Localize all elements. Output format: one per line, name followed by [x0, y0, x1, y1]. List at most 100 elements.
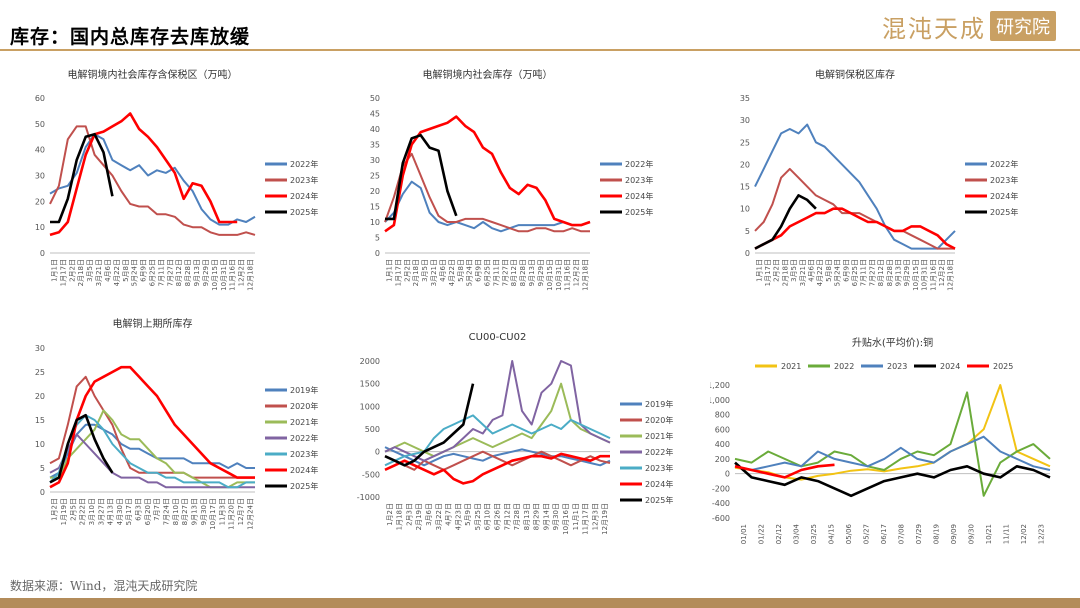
- x-tick-label: 9月13日: [190, 498, 198, 525]
- chart-panel-4: 电解铜上期所库存 0 5 10 15 20 25 30 1月2日 1月19日 2月5日 2月22日 3月…: [0, 312, 350, 572]
- x-tick-label: 4月30日: [116, 498, 124, 525]
- y-tick-label: 0: [40, 249, 45, 258]
- x-tick-label: 4月6日: [439, 259, 447, 282]
- chart-panel-5: CU00-CU02 -1000 -500 0 500 1000 1500 2000 1月2日 1月…: [355, 325, 710, 577]
- y-tick-label: 25: [370, 172, 380, 181]
- legend-label: 2022年: [990, 159, 1018, 169]
- x-tick-label: 3月21日: [95, 259, 103, 286]
- x-tick-label: 8月12日: [175, 259, 183, 286]
- legend-label: 2024年: [625, 191, 653, 201]
- x-tick-label: 9月29日: [202, 259, 210, 286]
- x-tick-label: 6月9日: [140, 259, 148, 282]
- y-tick-label: 10: [370, 218, 380, 227]
- x-tick-label: 8月28日: [519, 259, 527, 286]
- y-tick-label: 0: [745, 249, 750, 258]
- x-tick-label: 4月23日: [454, 503, 462, 530]
- y-tick-label: 20: [740, 160, 750, 169]
- series-line-2024年: [754, 207, 956, 250]
- x-tick-label: 6月9日: [842, 259, 850, 282]
- y-tick-label: 30: [740, 116, 750, 125]
- x-tick-label: 7月11日: [157, 259, 165, 286]
- chart-social-inventory: 电解铜境内社会库存（万吨） 0 5 10 15 20 25 30 35 40 45 50 1月1日 1月1…: [370, 68, 654, 291]
- title-divider: [0, 49, 1080, 51]
- x-tick-label: 2月5日: [69, 498, 77, 521]
- footer-bar: [0, 598, 1080, 608]
- y-tick-label: 35: [740, 94, 750, 103]
- x-tick-label: 5月25日: [474, 503, 482, 530]
- chart-title: CU00-CU02: [469, 332, 527, 343]
- y-tick-label: 20: [35, 197, 45, 206]
- series-line-2025年: [49, 413, 114, 484]
- x-tick-label: 9月30日: [200, 498, 208, 525]
- x-tick-label: 1月17日: [394, 259, 402, 286]
- x-tick-label: 3月21日: [430, 259, 438, 286]
- legend-label: 2024: [940, 362, 960, 371]
- legend-label: 2025: [993, 362, 1013, 371]
- x-tick-label: 3月5日: [421, 259, 429, 282]
- x-tick-label: 7月12日: [503, 503, 511, 530]
- legend-label: 2023年: [290, 175, 318, 185]
- chart-title: 升贴水(平均价):铜: [852, 336, 933, 349]
- y-tick-label: 800: [715, 411, 730, 420]
- x-tick-label: 6月20日: [144, 498, 152, 525]
- x-tick-label: 01/22: [757, 524, 765, 544]
- x-tick-label: 9月14日: [542, 503, 550, 530]
- x-tick-label: 10月16日: [562, 503, 570, 535]
- source-note: 数据来源：Wind，混沌天成研究院: [10, 579, 198, 593]
- x-tick-label: 5月8日: [122, 259, 130, 282]
- x-tick-label: 8月27日: [181, 498, 189, 525]
- legend-label: 2025年: [645, 495, 673, 505]
- series-line-2025: [734, 463, 835, 479]
- x-tick-label: 5月24日: [131, 259, 139, 286]
- x-tick-label: 8月28日: [184, 259, 192, 286]
- x-tick-label: 11月3日: [218, 498, 226, 525]
- legend-label: 2021: [781, 362, 801, 371]
- y-tick-label: 30: [35, 172, 45, 181]
- x-tick-label: 5月17日: [125, 498, 133, 525]
- legend-label: 2020年: [645, 415, 673, 425]
- legend-label: 2022年: [645, 447, 673, 457]
- x-tick-label: 07/08: [897, 524, 905, 544]
- chart-title: 电解铜境内社会库存含保税区（万吨）: [68, 68, 238, 81]
- x-tick-label: 2月18日: [412, 259, 420, 286]
- series-line-2024年: [384, 452, 610, 485]
- series-line-2023年: [49, 414, 255, 489]
- legend-label: 2023年: [625, 175, 653, 185]
- x-tick-label: 2月22日: [79, 498, 87, 525]
- legend-label: 2024年: [990, 191, 1018, 201]
- x-tick-label: 8月29日: [533, 503, 541, 530]
- series-line-2020年: [384, 450, 611, 471]
- y-tick-label: 30: [35, 344, 45, 353]
- x-tick-label: 3月6日: [425, 503, 433, 526]
- y-tick-label: 20: [35, 392, 45, 401]
- y-tick-label: 45: [370, 110, 380, 119]
- x-tick-label: 5月8日: [457, 259, 465, 282]
- x-tick-label: 1月18日: [396, 503, 404, 530]
- chart-panel-6: 升贴水(平均价):铜 -600 -400 -200 0 200 400 600 800 1,000…: [710, 330, 1060, 575]
- x-tick-label: 11月20日: [228, 498, 236, 530]
- x-tick-label: 02/12: [775, 524, 783, 544]
- legend-label: 2024年: [645, 479, 673, 489]
- x-tick-label: 7月24日: [162, 498, 170, 525]
- series-line-2022年: [384, 180, 591, 233]
- x-tick-label: 7月11日: [492, 259, 500, 286]
- y-tick-label: 0: [725, 470, 730, 479]
- x-tick-label: 6月10日: [484, 503, 492, 530]
- x-tick-label: 12月3日: [591, 503, 599, 530]
- x-tick-label: 8月28日: [886, 259, 894, 286]
- y-tick-label: 5: [375, 234, 380, 243]
- page-title: 库存：国内总库存去库放缓: [10, 26, 251, 48]
- x-tick-label: 9月30日: [552, 503, 560, 530]
- x-tick-label: 1月1日: [50, 259, 58, 282]
- x-tick-label: 10月31日: [220, 259, 228, 291]
- series-line-2022年: [754, 123, 956, 250]
- y-tick-label: 40: [370, 125, 380, 134]
- legend-label: 2023年: [990, 175, 1018, 185]
- x-tick-label: 4月6日: [104, 259, 112, 282]
- x-tick-label: 4月22日: [448, 259, 456, 286]
- x-tick-label: 8月12日: [510, 259, 518, 286]
- x-tick-label: 3月21日: [799, 259, 807, 286]
- legend-label: 2021年: [290, 417, 318, 427]
- x-tick-label: 04/15: [827, 524, 835, 544]
- legend-label: 2022年: [625, 159, 653, 169]
